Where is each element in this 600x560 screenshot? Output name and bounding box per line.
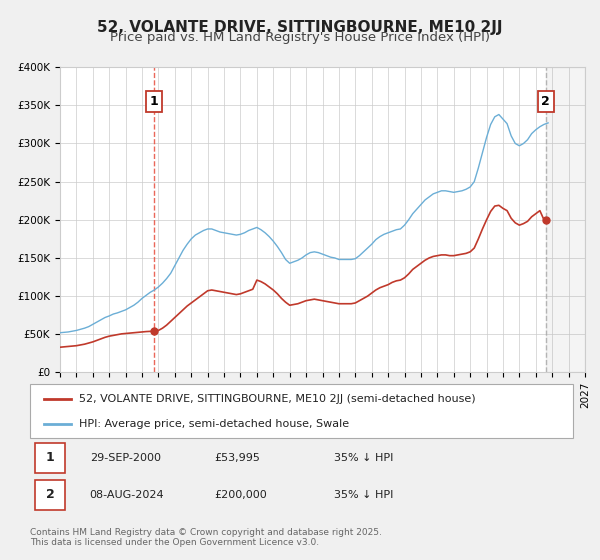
Text: 52, VOLANTE DRIVE, SITTINGBOURNE, ME10 2JJ (semi-detached house): 52, VOLANTE DRIVE, SITTINGBOURNE, ME10 2… [79,394,475,404]
Text: 2: 2 [46,488,55,501]
Text: 35% ↓ HPI: 35% ↓ HPI [334,490,394,500]
Text: 35% ↓ HPI: 35% ↓ HPI [334,453,394,463]
Text: 08-AUG-2024: 08-AUG-2024 [90,490,164,500]
Text: Price paid vs. HM Land Registry's House Price Index (HPI): Price paid vs. HM Land Registry's House … [110,31,490,44]
Text: Contains HM Land Registry data © Crown copyright and database right 2025.
This d: Contains HM Land Registry data © Crown c… [30,528,382,547]
Text: 1: 1 [46,451,55,464]
Text: 29-SEP-2000: 29-SEP-2000 [90,453,161,463]
FancyBboxPatch shape [35,480,65,510]
Text: 2: 2 [541,95,550,108]
Text: 52, VOLANTE DRIVE, SITTINGBOURNE, ME10 2JJ: 52, VOLANTE DRIVE, SITTINGBOURNE, ME10 2… [97,20,503,35]
Text: 1: 1 [150,95,159,108]
Text: £200,000: £200,000 [215,490,268,500]
Text: HPI: Average price, semi-detached house, Swale: HPI: Average price, semi-detached house,… [79,419,349,429]
Bar [545,67,585,372]
Text: £53,995: £53,995 [215,453,260,463]
FancyBboxPatch shape [35,443,65,473]
FancyBboxPatch shape [30,384,573,438]
